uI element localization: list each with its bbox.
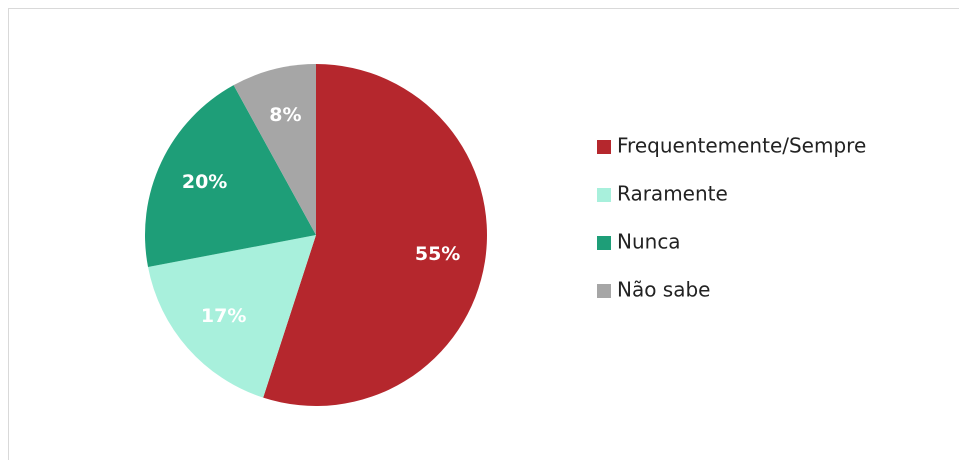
data-label: 8% (269, 104, 301, 126)
chart-frame (8, 8, 959, 460)
pie-slice (263, 64, 487, 406)
legend-label: Nunca (617, 230, 681, 254)
pie-slice (233, 64, 316, 235)
legend-label: Raramente (617, 182, 728, 206)
pie-slice (148, 235, 316, 398)
data-label: 55% (415, 243, 460, 265)
legend-swatch (597, 236, 611, 250)
pie-slice (144, 85, 316, 268)
legend-swatch (597, 188, 611, 202)
data-label: 17% (201, 305, 246, 327)
legend-label: Frequentemente/Sempre (617, 134, 866, 158)
data-label: 20% (182, 171, 227, 193)
legend-swatch (597, 284, 611, 298)
legend-label: Não sabe (617, 278, 711, 302)
legend-swatch (597, 140, 611, 154)
